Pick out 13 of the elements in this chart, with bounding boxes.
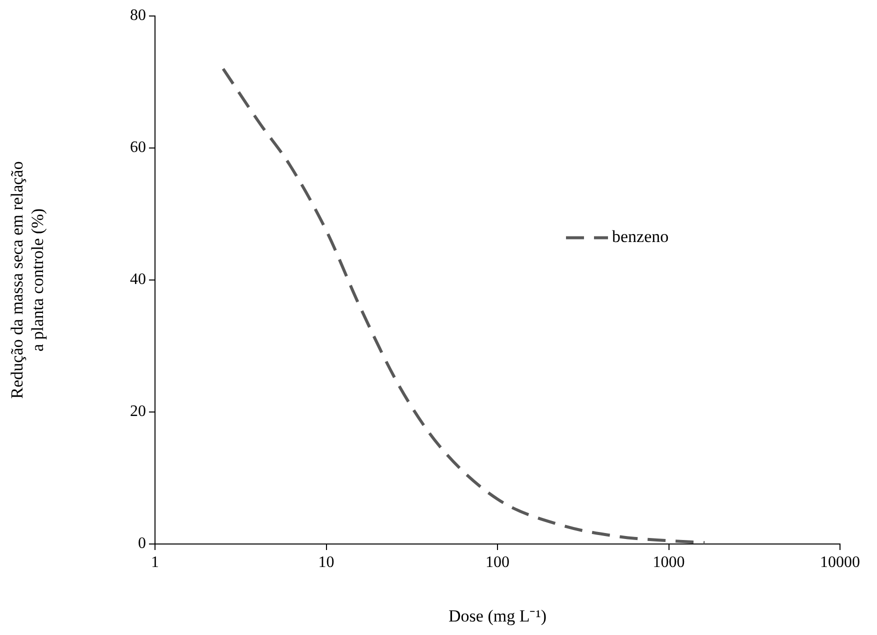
legend-label: benzeno xyxy=(612,227,669,246)
x-axis-title: Dose (mg L⁻¹) xyxy=(448,606,546,626)
y-tick-label: 40 xyxy=(130,271,146,288)
x-tick-label: 1000 xyxy=(652,554,685,571)
x-tick-label: 1 xyxy=(151,554,159,571)
x-tick-label: 10 xyxy=(318,554,334,571)
y-tick-label: 0 xyxy=(138,535,146,552)
y-axis-title: Redução da massa seca em relação a planta controle (%) xyxy=(8,161,48,399)
x-tick-label: 10000 xyxy=(820,554,860,571)
y-tick-label: 80 xyxy=(130,7,146,24)
y-tick-label: 60 xyxy=(130,139,146,156)
y-tick-label: 20 xyxy=(130,403,146,420)
x-tick-label: 100 xyxy=(486,554,510,571)
